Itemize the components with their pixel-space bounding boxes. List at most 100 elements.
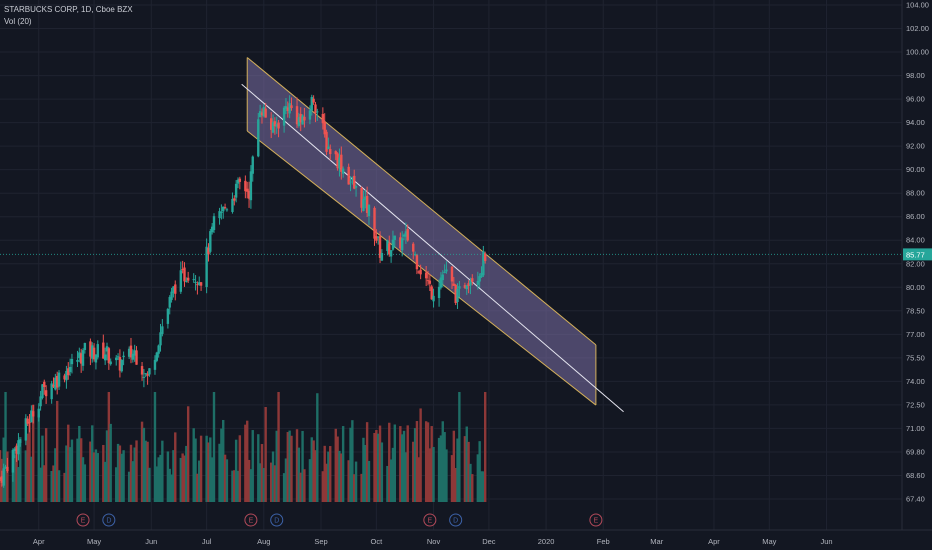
volume-bar: [415, 421, 419, 502]
candle-body: [271, 122, 275, 133]
time-tick-label: Nov: [427, 537, 441, 546]
candle-body: [364, 196, 367, 200]
volume-bar: [260, 444, 264, 502]
candle-body: [196, 284, 199, 286]
earnings-event-marker: [589, 513, 603, 527]
candle-body: [445, 269, 448, 272]
candle-body: [454, 284, 457, 303]
volume-bar: [129, 444, 133, 502]
volume-bar: [325, 463, 328, 502]
candle-body: [186, 277, 190, 281]
candle-body: [275, 124, 278, 127]
candle-body: [89, 341, 92, 357]
candle-body: [321, 113, 325, 124]
symbol-title[interactable]: STARBUCKS CORP, 1D, Cboe BZX: [4, 5, 133, 14]
candle-body: [238, 178, 242, 182]
volume-bar: [183, 455, 186, 502]
candle-body: [55, 375, 59, 388]
volume-bar: [428, 448, 432, 502]
volume-bar: [105, 430, 109, 502]
price-tick-label: 88.00: [906, 189, 925, 198]
volume-bar: [441, 421, 444, 502]
candle-body: [277, 122, 280, 129]
price-axis[interactable]: 104.00 102.00 100.00 98.00 96.00 94.00 92.00 90…: [901, 0, 929, 530]
candle-body: [437, 286, 441, 299]
volume-bar: [4, 392, 7, 502]
volume-bar: [199, 435, 203, 502]
volume-bar: [476, 454, 480, 502]
candle-body: [166, 308, 170, 324]
dividend-event-marker: [449, 513, 463, 527]
price-tick-label: 68.60: [906, 471, 925, 480]
candle-body: [68, 366, 72, 372]
volume-bar: [271, 451, 275, 502]
candle-body: [102, 342, 105, 359]
volume-bar: [78, 425, 81, 502]
candle-body: [179, 270, 182, 292]
candle-body: [142, 376, 146, 378]
volume-bar: [452, 430, 456, 502]
volume-bar: [24, 450, 28, 502]
volume-bar: [233, 470, 236, 502]
volume-bar: [376, 433, 380, 502]
candle-body: [415, 255, 419, 270]
regression-channel[interactable]: [241, 57, 624, 413]
volume-bar: [92, 452, 96, 502]
volume-indicator-label[interactable]: Vol (20): [4, 17, 32, 26]
volume-bar: [432, 447, 435, 502]
volume-bar: [365, 422, 369, 502]
time-axis[interactable]: Apr May Jun Jul Aug Sep Oct Nov Dec 2020 Feb Mar Apr…: [0, 529, 932, 546]
candle-body: [223, 207, 227, 209]
candle-body: [400, 238, 404, 251]
candle-body: [295, 106, 299, 125]
volume-bar: [400, 434, 404, 502]
candle-body: [424, 272, 428, 279]
candle-body: [174, 284, 177, 294]
candle-body: [11, 449, 15, 473]
price-tick-label: 67.40: [906, 495, 925, 504]
volume-bar: [308, 459, 312, 502]
candle-body: [161, 326, 164, 334]
volume-bar: [174, 432, 177, 502]
candle-body: [288, 103, 291, 114]
last-price-label: 85.77: [906, 250, 925, 259]
volume-bar: [103, 461, 107, 502]
candle-body: [262, 106, 266, 117]
volume-bar: [290, 435, 293, 502]
candle-body: [32, 411, 35, 417]
volume-bar: [231, 470, 234, 502]
volume-bar: [340, 453, 343, 502]
candle-body: [419, 269, 422, 275]
candle-body: [26, 418, 29, 424]
candle-body: [144, 373, 147, 375]
candle-body: [471, 278, 474, 282]
volume-bar: [157, 457, 160, 502]
candle-body: [347, 166, 350, 185]
time-tick-label: Aug: [257, 537, 270, 546]
volume-bar: [406, 425, 409, 502]
candle-body: [222, 206, 225, 212]
candle-body: [41, 384, 44, 398]
volume-bar: [269, 462, 273, 502]
candle-body: [236, 179, 240, 184]
candle-body: [13, 448, 16, 451]
candle-body: [251, 156, 254, 174]
volume-bar: [310, 437, 313, 502]
chart-legend: STARBUCKS CORP, 1D, Cboe BZX Vol (20): [4, 4, 133, 28]
time-tick-label: Dec: [482, 537, 496, 546]
volume-bar: [109, 423, 112, 502]
candle-body: [249, 171, 253, 201]
volume-bar: [244, 424, 247, 502]
candle-body: [362, 198, 365, 211]
volume-bar: [120, 453, 123, 502]
earnings-event-label: E: [428, 518, 433, 525]
volume-bar: [234, 439, 238, 502]
earnings-event-label: E: [81, 518, 86, 525]
candle-body: [404, 231, 408, 237]
candle-body: [376, 236, 380, 238]
volume-bar: [83, 464, 87, 502]
volume-bar: [378, 425, 382, 502]
